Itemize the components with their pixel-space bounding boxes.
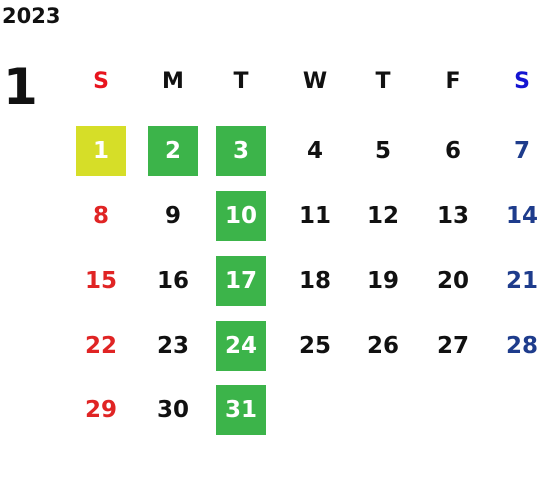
weekday-header: T (233, 68, 249, 94)
day: 12 (366, 203, 399, 229)
day: 6 (444, 138, 461, 164)
highlighted-day: 10 (216, 191, 266, 241)
day: 9 (164, 203, 181, 229)
day: 30 (156, 397, 189, 423)
day: 25 (298, 333, 331, 359)
day: 8 (92, 203, 109, 229)
highlighted-day: 2 (148, 126, 198, 176)
weekday-header: S (514, 68, 530, 94)
day: 21 (505, 268, 538, 294)
day: 19 (366, 268, 399, 294)
highlighted-day: 31 (216, 385, 266, 435)
weekday-header: S (93, 68, 109, 94)
year: 2023 (2, 4, 61, 28)
day: 13 (436, 203, 469, 229)
highlighted-day: 17 (216, 256, 266, 306)
day: 20 (436, 268, 469, 294)
day: 27 (436, 333, 469, 359)
day: 22 (84, 333, 117, 359)
day: 23 (156, 333, 189, 359)
weekday-header: M (162, 68, 184, 94)
day: 26 (366, 333, 399, 359)
day: 5 (374, 138, 391, 164)
weekday-header: W (302, 68, 328, 94)
day: 15 (84, 268, 117, 294)
day: 4 (306, 138, 323, 164)
weekday-header: F (445, 68, 461, 94)
day: 18 (298, 268, 331, 294)
highlighted-day: 24 (216, 321, 266, 371)
day: 14 (505, 203, 538, 229)
highlighted-day: 3 (216, 126, 266, 176)
highlighted-day: 1 (76, 126, 126, 176)
month: 1 (3, 58, 38, 116)
weekday-header: T (375, 68, 391, 94)
day: 7 (513, 138, 530, 164)
day: 28 (505, 333, 538, 359)
day: 11 (298, 203, 331, 229)
day: 29 (84, 397, 117, 423)
day: 16 (156, 268, 189, 294)
